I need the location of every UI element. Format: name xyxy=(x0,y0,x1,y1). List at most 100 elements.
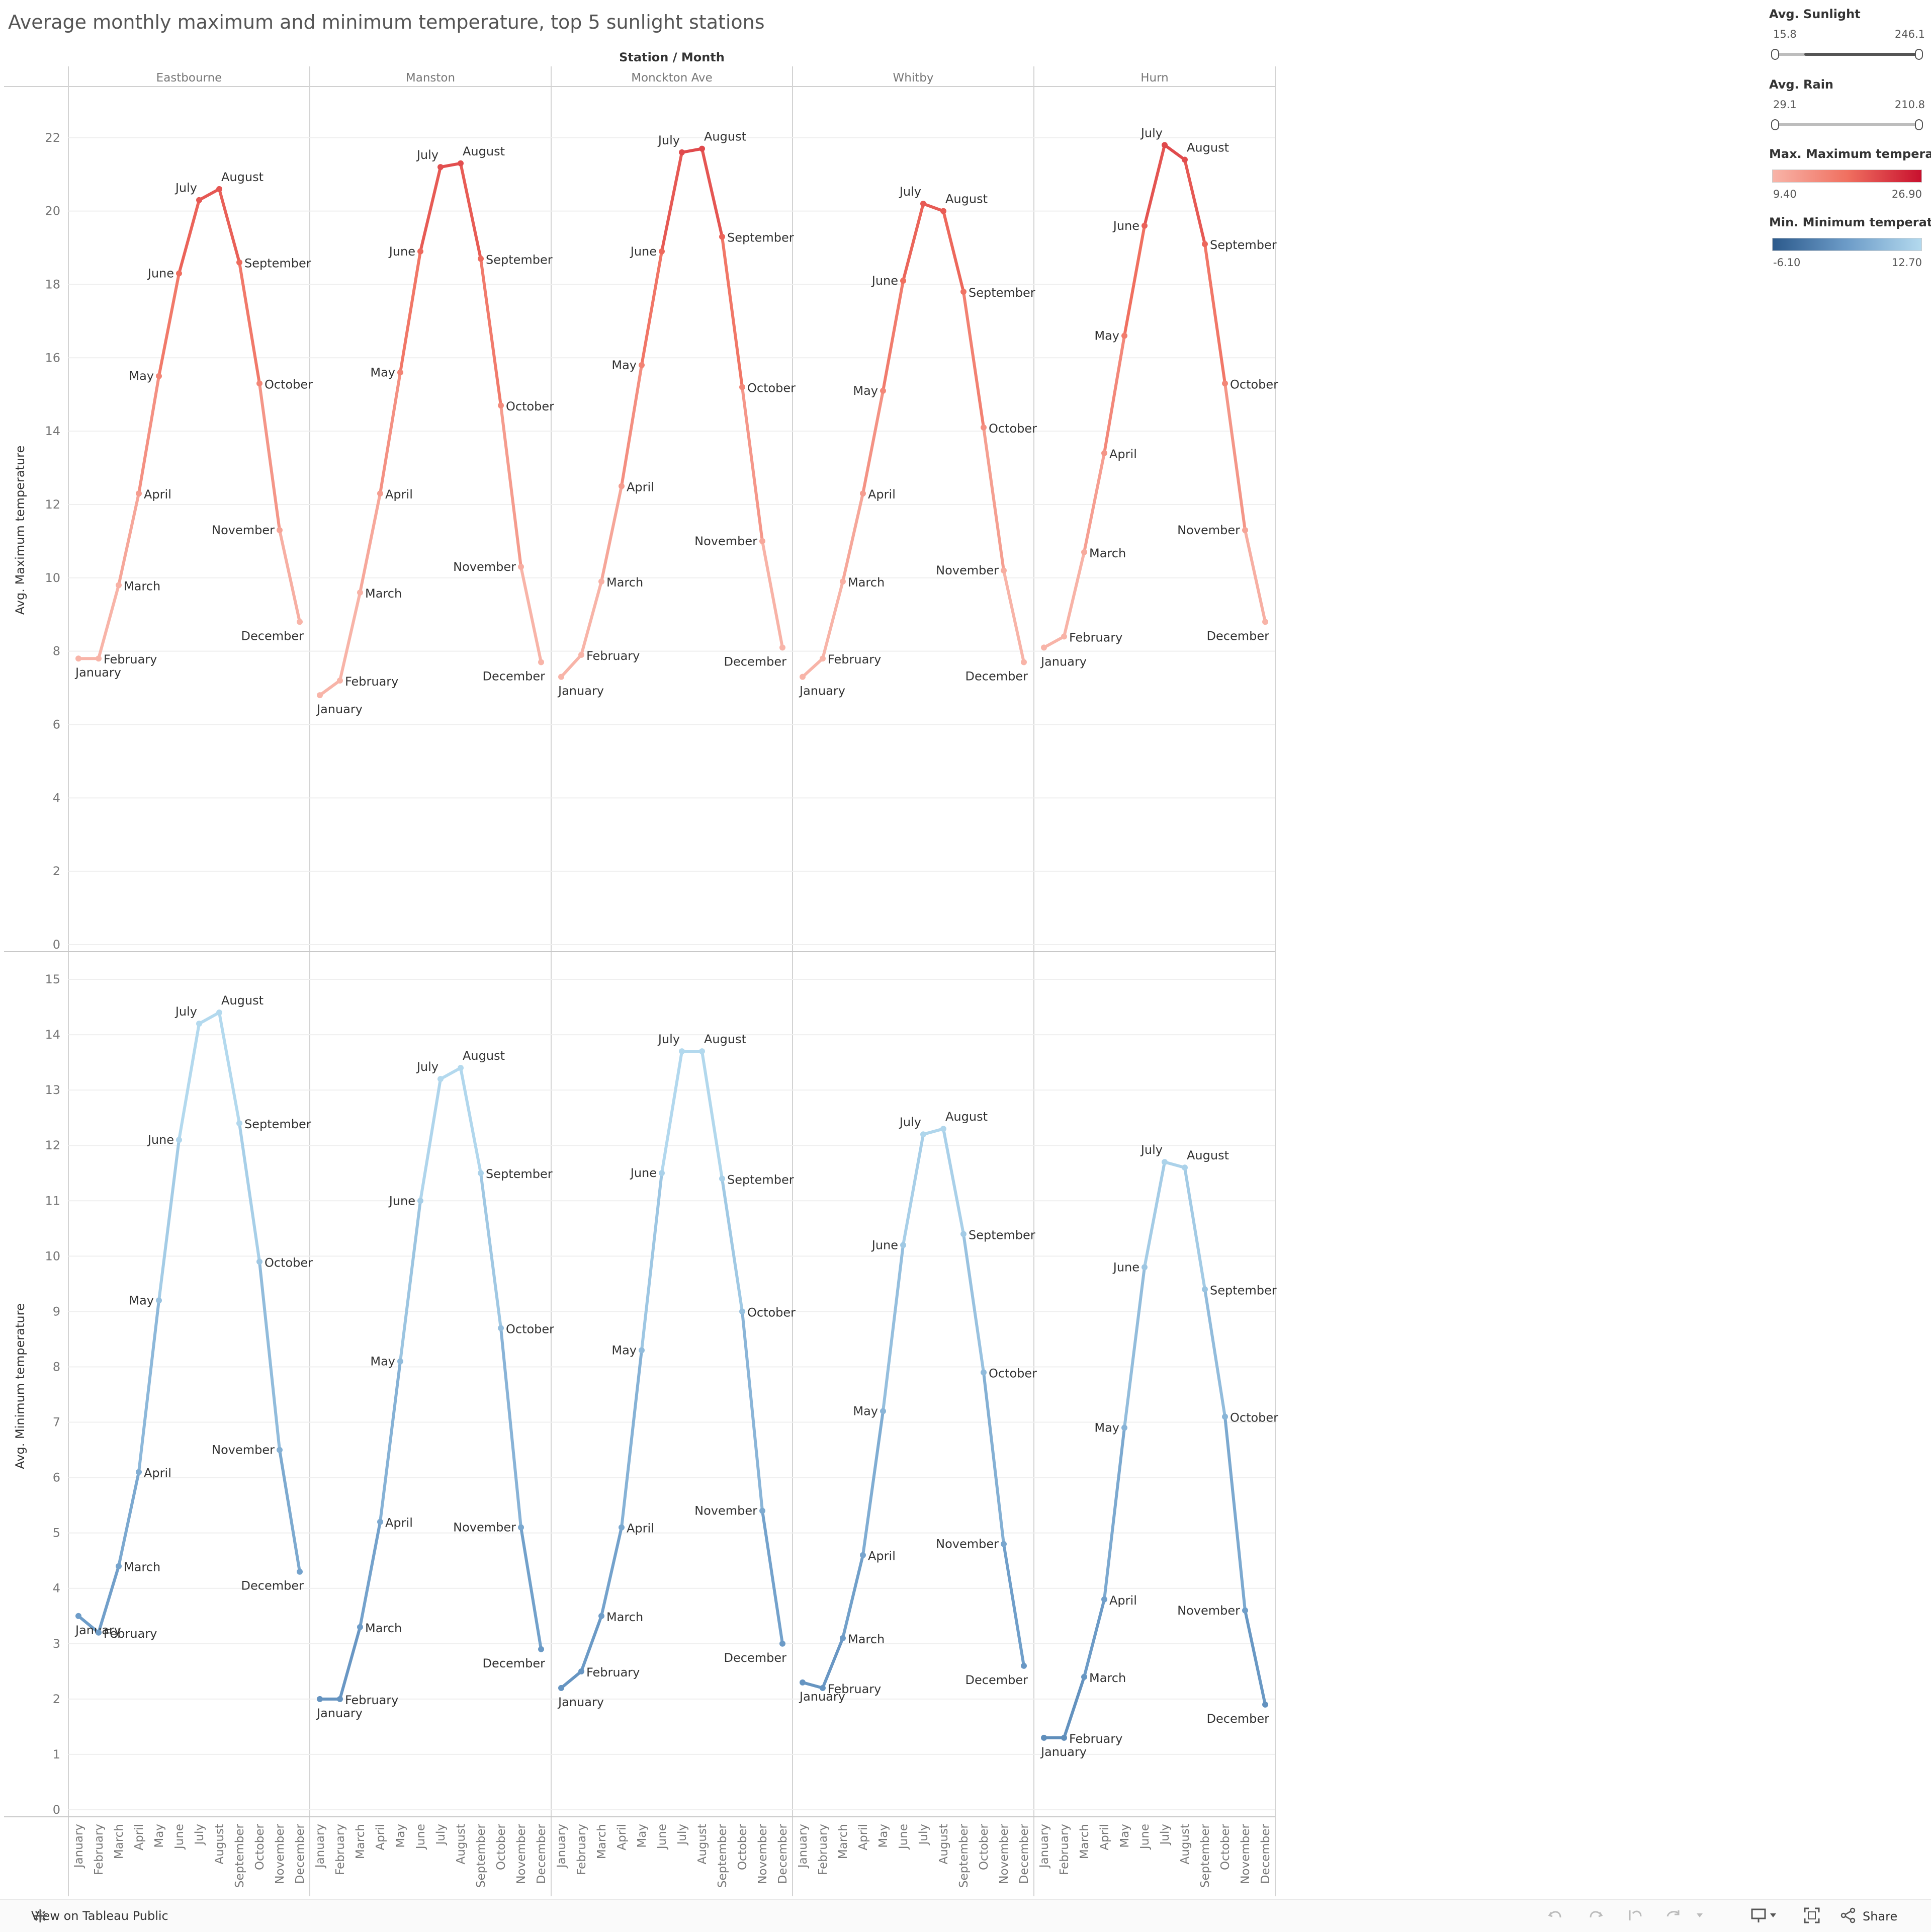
data-point-max-hurn xyxy=(1222,380,1228,387)
series-line-min-eastbourne xyxy=(218,1011,241,1125)
x-tick-label-july: July xyxy=(1159,1824,1172,1845)
point-label-august: August xyxy=(221,993,264,1007)
data-point-min-monckton-ave xyxy=(679,1048,685,1055)
data-point-min-eastbourne xyxy=(116,1563,122,1569)
x-tick-label-may: May xyxy=(1118,1824,1131,1848)
series-line-min-eastbourne xyxy=(238,1122,261,1264)
download-icon[interactable] xyxy=(1750,1906,1780,1924)
x-tick-label-december: December xyxy=(294,1823,307,1884)
point-label-october: October xyxy=(989,1366,1037,1380)
point-label-april: April xyxy=(868,487,896,501)
point-label-october: October xyxy=(265,377,313,391)
series-line-max-whitby xyxy=(942,209,965,294)
data-point-max-eastbourne xyxy=(196,197,202,203)
series-line-max-hurn xyxy=(1143,143,1166,227)
data-point-max-whitby xyxy=(880,387,886,394)
series-line-max-hurn xyxy=(1223,382,1247,532)
series-line-max-whitby xyxy=(962,290,985,429)
series-line-min-eastbourne xyxy=(117,1470,140,1568)
point-label-september: September xyxy=(969,1228,1035,1242)
x-tick-label-april: April xyxy=(1098,1824,1111,1851)
x-tick-label-march: March xyxy=(837,1824,850,1859)
data-point-min-manston xyxy=(317,1696,323,1702)
series-line-min-hurn xyxy=(1183,1166,1206,1291)
share-button[interactable]: Share xyxy=(1863,1909,1898,1923)
y-tick-label: 2 xyxy=(53,1692,60,1706)
sunlight-slider-min-handle[interactable] xyxy=(1771,49,1779,60)
y-tick-label: 9 xyxy=(53,1304,60,1318)
rain-filter-title: Avg. Rain xyxy=(1769,77,1834,92)
rain-slider-min-handle[interactable] xyxy=(1771,119,1779,130)
data-point-max-whitby xyxy=(820,655,826,662)
x-tick-label-june: June xyxy=(1138,1824,1152,1850)
point-label-september: September xyxy=(727,1172,794,1187)
data-point-min-hurn xyxy=(1242,1607,1248,1614)
point-label-august: August xyxy=(945,192,988,206)
redo-icon[interactable] xyxy=(1587,1906,1605,1924)
series-line-max-monckton-ave xyxy=(640,249,663,367)
tableau-logo-icon[interactable] xyxy=(32,1908,48,1924)
undo-icon[interactable] xyxy=(1546,1906,1564,1924)
point-label-may: May xyxy=(370,365,395,379)
point-label-june: June xyxy=(388,1194,415,1208)
view-on-tableau-link[interactable]: View on Tableau Public xyxy=(31,1909,168,1923)
rain-slider-max-handle[interactable] xyxy=(1915,119,1923,130)
pause-icon[interactable] xyxy=(1694,1906,1706,1924)
point-label-july: July xyxy=(1140,1143,1163,1157)
series-line-min-eastbourne xyxy=(258,1260,281,1452)
point-label-march: March xyxy=(606,575,643,590)
point-label-january: January xyxy=(557,1695,604,1709)
point-label-february: February xyxy=(586,649,640,663)
sunlight-slider-max-handle[interactable] xyxy=(1915,49,1923,60)
point-label-june: June xyxy=(871,274,898,288)
y-tick-label: 12 xyxy=(45,1138,60,1152)
point-label-july: July xyxy=(174,181,197,195)
point-label-october: October xyxy=(265,1255,313,1270)
data-point-max-manston xyxy=(437,164,444,171)
series-line-max-monckton-ave xyxy=(761,539,784,649)
point-label-september: September xyxy=(969,286,1035,300)
point-label-february: February xyxy=(104,652,157,666)
data-point-max-eastbourne xyxy=(297,619,303,625)
series-line-min-manston xyxy=(359,1520,382,1629)
series-line-min-whitby xyxy=(902,1133,925,1247)
fullscreen-icon[interactable] xyxy=(1803,1906,1821,1924)
series-line-max-manston xyxy=(499,404,522,568)
refresh-icon[interactable] xyxy=(1664,1906,1683,1924)
x-tick-label-august: August xyxy=(696,1824,709,1865)
series-line-min-whitby xyxy=(882,1243,905,1413)
x-tick-label-september: September xyxy=(1199,1823,1212,1888)
x-tick-label-june: June xyxy=(897,1824,910,1850)
data-point-max-monckton-ave xyxy=(639,362,645,368)
data-point-min-monckton-ave xyxy=(759,1507,765,1514)
point-label-march: March xyxy=(365,1621,402,1635)
data-point-min-whitby xyxy=(940,1126,946,1132)
x-tick-label-may: May xyxy=(877,1824,890,1848)
revert-icon[interactable] xyxy=(1627,1906,1645,1924)
point-label-september: September xyxy=(486,253,553,267)
data-point-max-whitby xyxy=(1001,567,1007,574)
x-tick-label-december: December xyxy=(535,1823,548,1884)
x-tick-label-july: July xyxy=(917,1824,930,1845)
x-tick-label-february: February xyxy=(817,1824,830,1875)
y-tick-label: 15 xyxy=(45,972,60,986)
series-line-min-whitby xyxy=(982,1371,1005,1546)
data-point-min-manston xyxy=(538,1646,544,1652)
data-point-max-whitby xyxy=(900,278,906,284)
point-label-december: December xyxy=(483,669,546,684)
series-line-min-monckton-ave xyxy=(700,1050,724,1181)
sunlight-filter-min: 15.8 xyxy=(1773,28,1797,40)
data-point-max-monckton-ave xyxy=(719,233,725,240)
series-line-max-whitby xyxy=(902,202,925,283)
point-label-may: May xyxy=(853,1404,878,1418)
y-tick-label: 2 xyxy=(53,864,60,878)
share-icon[interactable] xyxy=(1839,1906,1858,1924)
point-label-november: November xyxy=(936,563,999,577)
data-point-min-eastbourne xyxy=(216,1010,222,1016)
point-label-october: October xyxy=(989,422,1037,436)
series-line-min-monckton-ave xyxy=(660,1050,683,1175)
rain-slider-track[interactable] xyxy=(1774,123,1920,126)
series-line-min-eastbourne xyxy=(137,1299,160,1474)
data-point-max-whitby xyxy=(920,201,926,207)
